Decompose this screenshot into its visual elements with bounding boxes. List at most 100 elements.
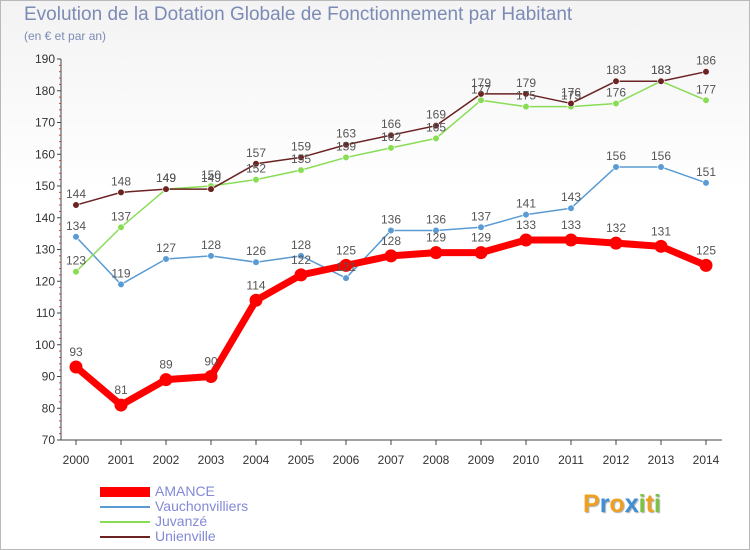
legend-swatch [100, 506, 150, 508]
proxiti-logo: Proxiti [583, 490, 661, 519]
logo-letter: r [599, 490, 610, 518]
data-label: 141 [516, 197, 536, 211]
data-label: 125 [696, 243, 716, 257]
data-point [117, 223, 125, 231]
data-label: 163 [336, 127, 356, 141]
data-label: 144 [66, 187, 86, 201]
y-tick-label: 170 [35, 116, 55, 130]
data-label: 183 [651, 63, 671, 77]
data-point [477, 96, 485, 104]
data-point [429, 246, 443, 260]
data-label: 159 [291, 139, 311, 153]
data-point [657, 77, 665, 85]
data-point [564, 233, 578, 247]
data-point [294, 268, 308, 282]
data-label: 131 [651, 224, 671, 238]
data-point [339, 258, 353, 272]
legend-label: AMANCE [155, 483, 215, 499]
data-point [207, 252, 215, 260]
y-tick-label: 130 [35, 243, 55, 257]
data-point [702, 96, 710, 104]
data-label: 137 [111, 209, 131, 223]
data-point [207, 185, 215, 193]
data-label: 127 [156, 241, 176, 255]
data-label: 129 [471, 231, 491, 245]
data-point [612, 77, 620, 85]
data-label: 133 [516, 218, 536, 232]
legend-swatch [100, 487, 150, 497]
data-label: 175 [516, 89, 536, 103]
data-point [252, 258, 260, 266]
x-tick-label: 2001 [108, 453, 135, 467]
data-point [252, 176, 260, 184]
data-label-layer: 134 119 127 128 126 128 121 136 136 137 141 143 156 1… [66, 54, 716, 397]
data-point [519, 233, 533, 247]
data-label: 126 [246, 244, 266, 258]
data-point [384, 249, 398, 263]
data-label: 155 [291, 152, 311, 166]
data-point [72, 268, 80, 276]
data-point [69, 360, 83, 374]
data-label: 175 [561, 89, 581, 103]
legend-label: Unienville [155, 528, 216, 544]
data-point [654, 239, 668, 253]
data-label: 183 [651, 63, 671, 77]
chart-subtitle: (en € et par an) [24, 29, 107, 43]
data-point [609, 236, 623, 250]
data-point [162, 185, 170, 193]
data-point [567, 99, 575, 108]
data-point [297, 252, 305, 260]
data-label: 177 [471, 82, 491, 96]
logo-letter: i [638, 490, 646, 518]
data-point [567, 204, 575, 212]
legend-item: Juvanzé [100, 513, 360, 529]
y-tick-label: 90 [42, 370, 56, 384]
data-point [114, 398, 128, 412]
data-label: 81 [114, 383, 128, 397]
data-label: 162 [381, 130, 401, 144]
data-point [162, 255, 170, 263]
data-point [249, 293, 263, 307]
x-tick-label: 2007 [378, 453, 405, 467]
y-tick-label: 190 [35, 52, 55, 66]
x-tick-label: 2005 [288, 453, 315, 467]
data-label: 183 [606, 63, 626, 77]
data-label: 149 [156, 171, 176, 185]
data-point [387, 144, 395, 152]
data-point [72, 201, 80, 209]
data-point [117, 280, 125, 289]
x-tick-label: 2009 [468, 453, 495, 467]
data-point [657, 163, 665, 171]
legend-swatch [100, 521, 150, 523]
data-label: 165 [426, 120, 446, 134]
data-label: 93 [69, 345, 83, 359]
y-tick-label: 180 [35, 84, 55, 98]
legend-label: Juvanzé [155, 513, 208, 529]
data-label: 89 [159, 358, 173, 372]
data-point [702, 68, 710, 76]
x-tick-label: 2011 [558, 453, 584, 467]
data-label: 143 [561, 190, 581, 204]
x-tick-label: 2002 [153, 453, 180, 467]
x-tick-label: 2014 [693, 453, 720, 467]
legend: AMANCE Vauchonvilliers Juvanzé Unienville [100, 483, 360, 544]
data-label: 176 [561, 85, 581, 99]
data-label: 114 [246, 278, 265, 292]
data-label: 169 [426, 108, 446, 122]
data-point [159, 373, 173, 387]
data-label: 179 [516, 76, 536, 90]
data-label: 159 [336, 139, 356, 153]
y-tick-label: 80 [42, 401, 56, 415]
data-label: 128 [201, 238, 221, 252]
legend-item: AMANCE [100, 483, 360, 499]
y-tick-label: 110 [36, 306, 55, 320]
data-label: 132 [606, 221, 626, 235]
y-tick-label: 70 [42, 433, 56, 447]
data-label: 122 [291, 253, 311, 267]
data-label: 157 [246, 146, 266, 160]
data-point [522, 90, 530, 98]
data-point [477, 223, 485, 231]
data-label: 128 [291, 238, 311, 252]
